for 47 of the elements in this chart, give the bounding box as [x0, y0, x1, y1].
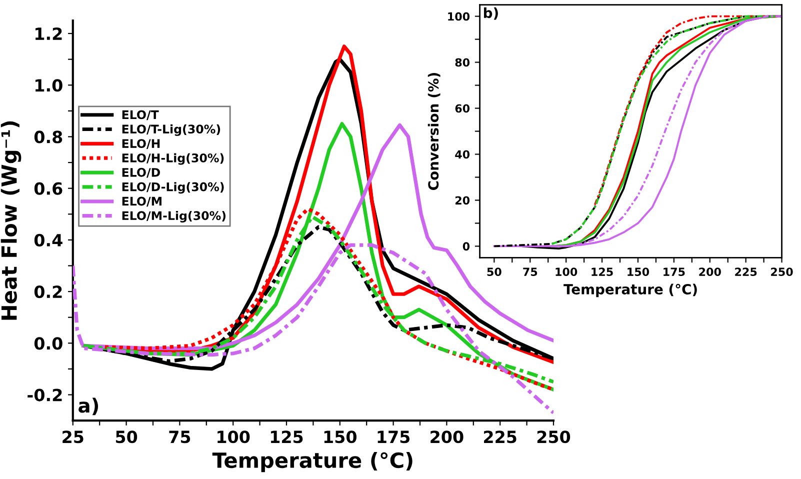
x-tick-label: 50: [116, 430, 138, 444]
legend-label: ELO/D-Lig(30%): [122, 182, 224, 194]
y-tick-label: 60: [455, 104, 470, 113]
x-tick-label: 250: [771, 268, 793, 276]
y-tick-label: -0.2: [28, 388, 62, 402]
x-tick-label: 225: [735, 268, 757, 276]
y-tick-label: 40: [455, 150, 470, 159]
y-tick-label: 80: [455, 58, 470, 67]
y-tick-label: 0.0: [34, 337, 62, 350]
x-tick-label: 125: [592, 268, 613, 276]
x-tick-label: 175: [378, 430, 410, 444]
x-axis-title: Temperature (°C): [564, 284, 697, 298]
x-tick-label: 200: [430, 430, 464, 444]
x-tick-label: 50: [487, 268, 502, 276]
x-tick-label: 75: [523, 268, 538, 276]
x-tick-label: 150: [628, 268, 650, 276]
y-tick-label: 100: [448, 12, 470, 21]
x-tick-label: 200: [699, 268, 721, 276]
y-tick-label: 1.2: [36, 27, 62, 40]
y-tick-label: 0.8: [34, 130, 62, 144]
x-tick-label: 100: [556, 268, 578, 276]
y-tick-label: 0: [462, 242, 470, 251]
x-tick-label: 175: [664, 268, 685, 276]
legend-label: ELO/M-Lig(30%): [122, 210, 226, 222]
x-tick-label: 150: [324, 430, 356, 444]
y-tick-label: 0.2: [34, 286, 62, 298]
y-axis-title: Conversion (%): [428, 73, 440, 190]
legend-label: ELO/T-Lig(30%): [122, 124, 220, 136]
x-axis-title: Temperature (°C): [212, 452, 412, 472]
legend-label: ELO/T: [122, 110, 159, 120]
y-tick-label: 0.4: [34, 234, 62, 246]
legend-label: ELO/H-Lig(30%): [122, 153, 224, 165]
y-tick-label: 0.6: [34, 182, 62, 195]
x-tick-label: 250: [537, 430, 570, 444]
x-tick-label: 75: [169, 430, 190, 444]
x-tick-label: 125: [270, 430, 303, 444]
annotation: a): [78, 398, 98, 416]
y-tick-label: 20: [455, 196, 470, 205]
legend-label: ELO/H: [122, 139, 160, 149]
legend-label: ELO/D: [122, 168, 160, 178]
x-tick-label: 225: [484, 430, 516, 444]
x-tick-label: 100: [218, 430, 250, 444]
y-axis-title: Heat Flow (Wg⁻¹): [0, 121, 22, 320]
x-tick-label: 25: [62, 430, 84, 444]
annotation: b): [484, 7, 498, 20]
legend-label: ELO/M: [122, 196, 162, 207]
y-tick-label: 1.0: [36, 79, 62, 92]
